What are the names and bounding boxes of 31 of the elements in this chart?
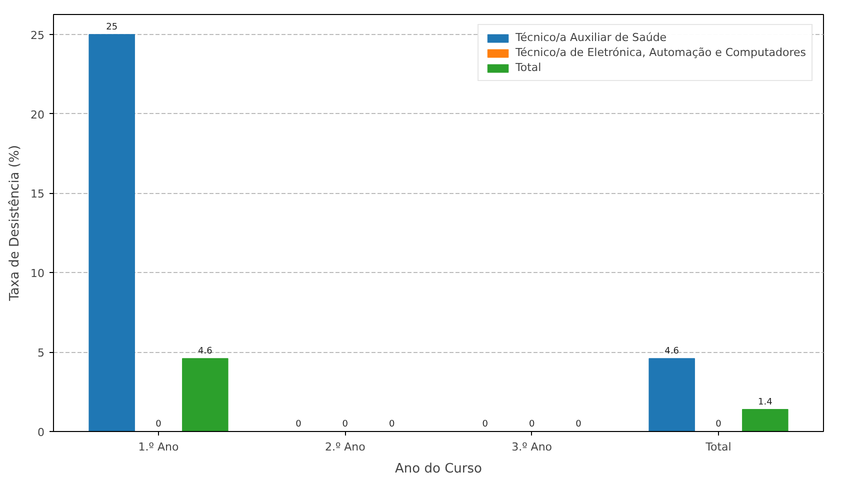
bar <box>742 409 788 432</box>
legend-label: Técnico/a Auxiliar de Saúde <box>516 31 667 44</box>
data-label: 1.4 <box>758 397 773 408</box>
data-label: 4.6 <box>664 346 680 356</box>
data-label: 0 <box>528 420 535 430</box>
x-tick-label: Total <box>704 440 732 454</box>
data-label: 25 <box>106 22 118 32</box>
legend-label: Total <box>516 61 542 74</box>
data-label: 0 <box>156 420 162 430</box>
y-tick-label: 20 <box>30 108 45 122</box>
x-tick-label: 3.º Ano <box>512 440 552 454</box>
data-label: 0 <box>296 420 302 430</box>
y-tick-label: 0 <box>38 426 44 439</box>
data-label: 4.6 <box>198 346 213 356</box>
x-tick-label: 2.º Ano <box>324 440 366 454</box>
bar <box>182 358 228 432</box>
data-label: 0 <box>716 420 722 430</box>
y-tick-label: 10 <box>30 267 45 280</box>
data-label: 0 <box>388 420 395 430</box>
data-label: 0 <box>342 420 348 430</box>
x-tick-label: 1.º Ano <box>138 440 179 454</box>
legend-label: Técnico/a de Eletrónica, Automação e Computadores <box>516 46 806 59</box>
y-tick-label: 15 <box>30 188 45 201</box>
x-axis-title: Ano do Curso <box>395 462 482 476</box>
y-tick-label: 25 <box>30 28 45 42</box>
bar <box>88 34 135 432</box>
bar <box>648 358 695 432</box>
data-label: 0 <box>482 420 488 430</box>
y-axis-title: Taxa de Desistência (%) <box>8 145 23 302</box>
data-label: 0 <box>576 420 582 430</box>
y-tick-label: 5 <box>38 346 44 360</box>
